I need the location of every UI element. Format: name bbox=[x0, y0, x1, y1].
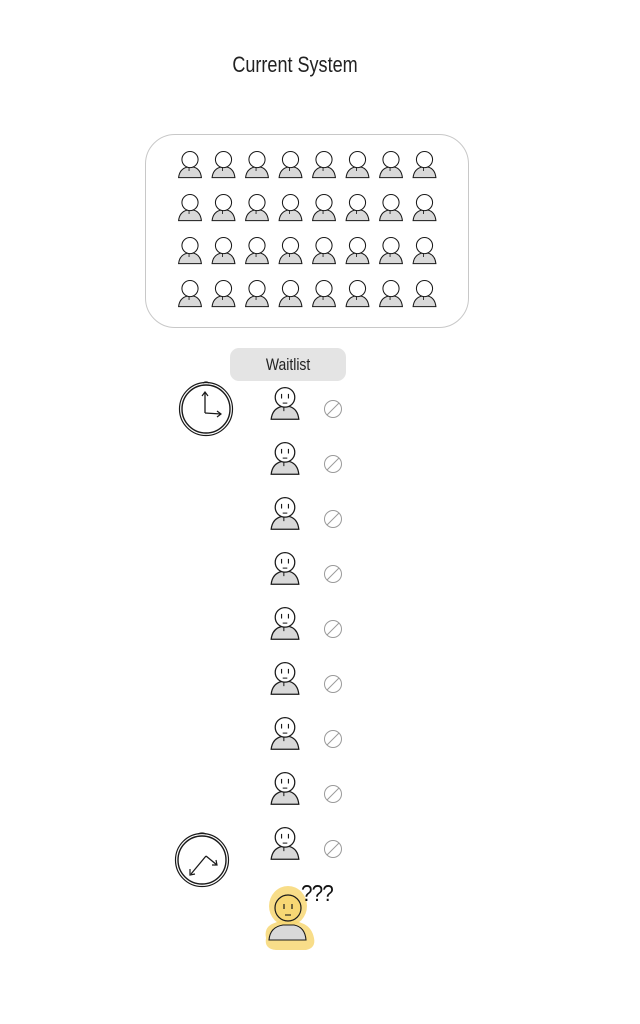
no-entry-icon bbox=[324, 675, 342, 693]
person-icon bbox=[178, 236, 202, 265]
person-icon bbox=[312, 150, 336, 179]
person-icon bbox=[270, 386, 300, 420]
no-entry-icon bbox=[324, 730, 342, 748]
person-icon bbox=[412, 236, 437, 265]
seated-room-box bbox=[145, 134, 469, 328]
person-icon bbox=[345, 150, 370, 179]
person-icon bbox=[211, 193, 236, 222]
person-icon bbox=[379, 236, 403, 265]
confused-question-marks: ??? bbox=[301, 880, 334, 906]
person-icon bbox=[211, 279, 236, 308]
person-icon bbox=[270, 551, 300, 585]
person-icon bbox=[178, 279, 202, 308]
person-icon bbox=[278, 236, 303, 265]
person-icon bbox=[379, 150, 403, 179]
person-icon bbox=[412, 150, 437, 179]
no-entry-icon bbox=[324, 510, 342, 528]
person-icon bbox=[270, 716, 300, 750]
no-entry-icon bbox=[324, 455, 342, 473]
confused-person-icon bbox=[265, 886, 315, 950]
person-icon bbox=[312, 193, 336, 222]
person-icon bbox=[245, 150, 269, 179]
person-icon bbox=[345, 279, 370, 308]
person-icon bbox=[270, 496, 300, 530]
person-icon bbox=[379, 279, 403, 308]
person-icon bbox=[278, 150, 303, 179]
person-icon bbox=[270, 826, 300, 860]
person-icon bbox=[211, 150, 236, 179]
waitlist-label: Waitlist bbox=[230, 348, 346, 381]
person-icon bbox=[412, 193, 437, 222]
person-icon bbox=[312, 279, 336, 308]
person-icon bbox=[178, 150, 202, 179]
no-entry-icon bbox=[324, 620, 342, 638]
person-icon bbox=[270, 441, 300, 475]
person-icon bbox=[270, 661, 300, 695]
person-icon bbox=[245, 279, 269, 308]
clock-icon bbox=[174, 832, 230, 888]
no-entry-icon bbox=[324, 840, 342, 858]
person-icon bbox=[270, 771, 300, 805]
no-entry-icon bbox=[324, 785, 342, 803]
person-icon bbox=[345, 236, 370, 265]
person-icon bbox=[379, 193, 403, 222]
page-title: Current System bbox=[232, 52, 358, 77]
person-icon bbox=[178, 193, 202, 222]
person-icon bbox=[245, 236, 269, 265]
no-entry-icon bbox=[324, 400, 342, 418]
waitlist-label-text: Waitlist bbox=[265, 355, 311, 374]
person-icon bbox=[245, 193, 269, 222]
person-icon bbox=[211, 236, 236, 265]
no-entry-icon bbox=[324, 565, 342, 583]
person-icon bbox=[412, 279, 437, 308]
person-icon bbox=[278, 279, 303, 308]
person-icon bbox=[270, 606, 300, 640]
clock-icon bbox=[178, 381, 234, 437]
person-icon bbox=[278, 193, 303, 222]
person-icon bbox=[345, 193, 370, 222]
person-icon bbox=[312, 236, 336, 265]
